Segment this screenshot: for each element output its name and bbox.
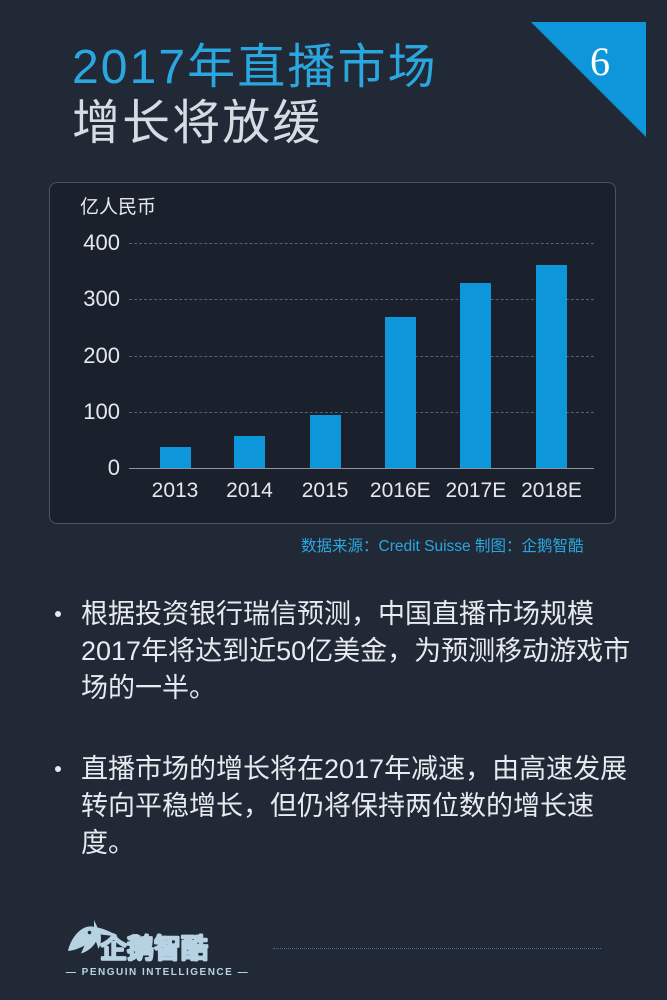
- svg-text:企鹅智酷: 企鹅智酷: [100, 933, 208, 964]
